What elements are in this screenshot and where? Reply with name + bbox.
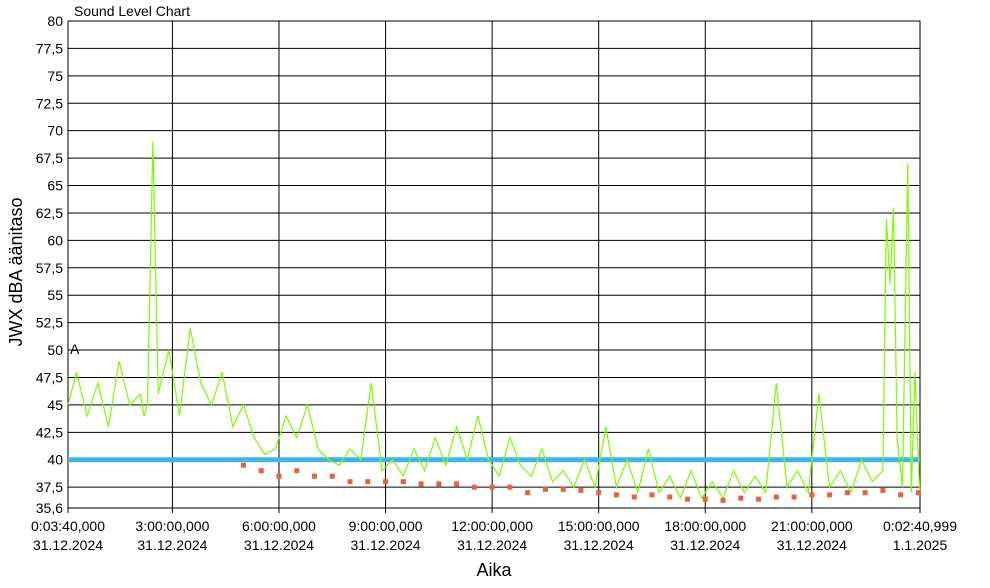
x-tick-time: 9:00:00,000 xyxy=(349,518,423,534)
series-marker xyxy=(454,481,460,487)
series-line xyxy=(67,141,921,500)
y-axis-label: JWX dBA äänitaso xyxy=(6,197,26,346)
y-tick-label: 42,5 xyxy=(36,424,63,440)
series-marker xyxy=(258,468,264,474)
series-marker xyxy=(809,492,815,498)
x-tick-time: 12:00:00,000 xyxy=(451,518,533,534)
series-marker xyxy=(560,486,566,492)
series-marker xyxy=(791,494,797,500)
y-axis-ticks: 35,6 37,5 40 42,5 45 47,5 50 52,5 55 57,5 60 62,5 65… xyxy=(36,13,63,516)
y-tick-label: 65 xyxy=(47,178,63,194)
series-marker xyxy=(915,490,921,496)
y-tick-label: 67,5 xyxy=(36,150,63,166)
annotation-marker: A xyxy=(70,341,80,357)
series-marker xyxy=(720,497,726,503)
series-marker xyxy=(631,494,637,500)
x-tick-date: 31.12.2024 xyxy=(244,537,314,553)
series-marker xyxy=(578,487,584,493)
x-tick-date: 31.12.2024 xyxy=(137,537,207,553)
series-marker xyxy=(667,494,673,500)
y-tick-label: 75 xyxy=(47,68,63,84)
series-layer xyxy=(67,141,921,503)
series-marker xyxy=(862,490,868,496)
y-tick-label: 40 xyxy=(47,452,63,468)
series-marker xyxy=(240,462,246,468)
series-marker xyxy=(613,492,619,498)
x-axis-ticks: 0:03:40,000 31.12.2024 3:00:00,000 31.12.20… xyxy=(31,508,957,553)
series-marker xyxy=(471,484,477,490)
x-tick-time: 6:00:00,000 xyxy=(242,518,316,534)
y-tick-label: 45 xyxy=(47,397,63,413)
chart-title: Sound Level Chart xyxy=(74,3,190,19)
series-marker xyxy=(418,481,424,487)
series-marker xyxy=(702,496,708,502)
series-marker xyxy=(400,479,406,485)
x-tick-time: 15:00:00,000 xyxy=(558,518,640,534)
x-tick-date: 31.12.2024 xyxy=(33,537,103,553)
y-tick-label: 35,6 xyxy=(36,500,63,516)
series-marker xyxy=(294,468,300,474)
y-tick-label: 52,5 xyxy=(36,315,63,331)
series-marker xyxy=(880,487,886,493)
y-tick-label: 47,5 xyxy=(36,369,63,385)
series-marker xyxy=(773,494,779,500)
x-axis-label: Aika xyxy=(476,560,512,580)
series-marker xyxy=(383,479,389,485)
x-tick-date: 31.12.2024 xyxy=(564,537,634,553)
series-marker xyxy=(329,473,335,479)
x-tick-date: 31.12.2024 xyxy=(351,537,421,553)
series-marker xyxy=(827,492,833,498)
series-marker xyxy=(365,479,371,485)
series-marker xyxy=(276,473,282,479)
series-marker xyxy=(844,490,850,496)
x-tick-date: 31.12.2024 xyxy=(670,537,740,553)
y-tick-label: 55 xyxy=(47,287,63,303)
series-marker xyxy=(738,495,744,501)
x-tick-date: 31.12.2024 xyxy=(777,537,847,553)
series-marker xyxy=(436,481,442,487)
x-tick-time: 18:00:00,000 xyxy=(664,518,746,534)
series-marker xyxy=(542,486,548,492)
y-tick-label: 57,5 xyxy=(36,260,63,276)
y-tick-label: 72,5 xyxy=(36,95,63,111)
series-marker xyxy=(525,490,531,496)
y-tick-label: 77,5 xyxy=(36,40,63,56)
x-tick-time: 0:03:40,000 xyxy=(31,518,105,534)
x-tick-date: 1.1.2025 xyxy=(893,537,948,553)
y-tick-label: 70 xyxy=(47,123,63,139)
plot-frame xyxy=(67,20,921,509)
y-tick-label: 62,5 xyxy=(36,205,63,221)
x-tick-time: 0:02:40,999 xyxy=(883,518,957,534)
series-marker xyxy=(596,490,602,496)
series-marker xyxy=(649,492,655,498)
x-tick-time: 3:00:00,000 xyxy=(135,518,209,534)
y-tick-label: 37,5 xyxy=(36,479,63,495)
x-tick-time: 21:00:00,000 xyxy=(771,518,853,534)
series-marker xyxy=(347,479,353,485)
series-marker xyxy=(756,496,762,502)
series-marker xyxy=(507,484,513,490)
y-tick-label: 50 xyxy=(47,342,63,358)
series-marker xyxy=(311,473,317,479)
y-tick-label: 80 xyxy=(47,13,63,29)
series-marker xyxy=(489,484,495,490)
series-marker xyxy=(685,496,691,502)
series-marker xyxy=(898,492,904,498)
y-tick-label: 60 xyxy=(47,232,63,248)
x-tick-date: 31.12.2024 xyxy=(457,537,527,553)
